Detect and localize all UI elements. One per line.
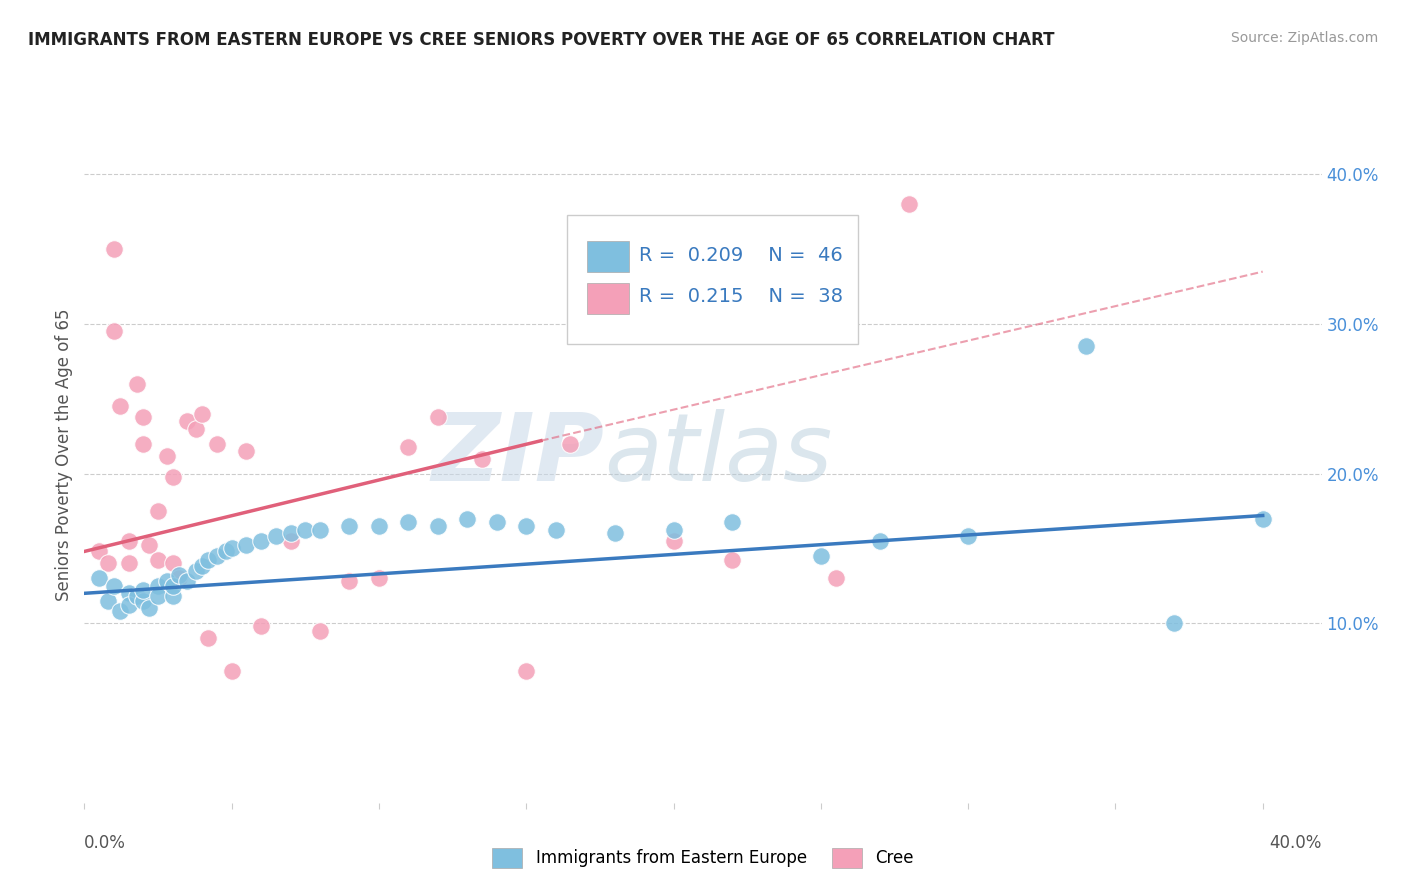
Point <box>280 526 302 541</box>
Point <box>426 519 449 533</box>
Point <box>146 590 169 604</box>
Point <box>721 553 744 567</box>
Point <box>280 533 302 548</box>
Point <box>235 444 257 458</box>
Point <box>176 414 198 428</box>
Point <box>250 619 273 633</box>
Point <box>1074 339 1097 353</box>
Legend: Immigrants from Eastern Europe, Cree: Immigrants from Eastern Europe, Cree <box>485 841 921 875</box>
Point <box>108 604 131 618</box>
Text: 40.0%: 40.0% <box>1270 834 1322 852</box>
Point <box>471 451 494 466</box>
Point <box>176 574 198 589</box>
Point <box>167 571 190 585</box>
Point <box>426 409 449 424</box>
Point <box>309 624 332 638</box>
Point <box>132 409 155 424</box>
Point <box>221 664 243 678</box>
Point <box>156 574 179 589</box>
Point <box>294 524 316 538</box>
Point <box>368 519 391 533</box>
Point <box>662 524 685 538</box>
Point <box>515 664 537 678</box>
Point <box>1251 511 1274 525</box>
Point <box>603 526 626 541</box>
Point <box>117 557 139 571</box>
Point <box>132 594 155 608</box>
Point <box>186 564 208 578</box>
Point <box>167 568 190 582</box>
Point <box>103 579 125 593</box>
Point <box>197 553 219 567</box>
Point <box>117 586 139 600</box>
Point <box>162 469 184 483</box>
Point <box>898 197 921 211</box>
Point <box>205 436 228 450</box>
Point <box>721 515 744 529</box>
Text: IMMIGRANTS FROM EASTERN EUROPE VS CREE SENIORS POVERTY OVER THE AGE OF 65 CORREL: IMMIGRANTS FROM EASTERN EUROPE VS CREE S… <box>28 31 1054 49</box>
Point <box>138 601 160 615</box>
Text: 0.0%: 0.0% <box>84 834 127 852</box>
Point <box>339 519 361 533</box>
Point <box>117 599 139 613</box>
Point <box>456 511 478 525</box>
Point <box>368 571 391 585</box>
Point <box>396 440 419 454</box>
Point <box>957 529 980 543</box>
Point <box>250 533 273 548</box>
Point <box>221 541 243 556</box>
FancyBboxPatch shape <box>586 283 628 314</box>
Point <box>197 631 219 645</box>
Text: Source: ZipAtlas.com: Source: ZipAtlas.com <box>1230 31 1378 45</box>
Point <box>127 590 149 604</box>
Point <box>485 515 508 529</box>
Point <box>186 422 208 436</box>
Point <box>662 533 685 548</box>
Point <box>146 504 169 518</box>
Point <box>97 557 120 571</box>
Point <box>162 579 184 593</box>
Point <box>132 583 155 598</box>
Point <box>103 242 125 256</box>
Point <box>162 590 184 604</box>
Point <box>138 538 160 552</box>
Point <box>215 544 238 558</box>
Text: ZIP: ZIP <box>432 409 605 501</box>
Point <box>824 571 846 585</box>
Point <box>560 436 582 450</box>
Point <box>205 549 228 563</box>
Point <box>309 524 332 538</box>
Point <box>108 399 131 413</box>
Point <box>162 557 184 571</box>
Point <box>127 376 149 391</box>
Point <box>97 594 120 608</box>
Y-axis label: Seniors Poverty Over the Age of 65: Seniors Poverty Over the Age of 65 <box>55 309 73 601</box>
Text: R =  0.209    N =  46: R = 0.209 N = 46 <box>638 245 842 265</box>
Point <box>87 571 110 585</box>
FancyBboxPatch shape <box>567 215 858 343</box>
Point <box>156 449 179 463</box>
Text: atlas: atlas <box>605 409 832 500</box>
Point <box>103 325 125 339</box>
Point <box>515 519 537 533</box>
Point <box>544 524 567 538</box>
Point <box>87 544 110 558</box>
Text: R =  0.215    N =  38: R = 0.215 N = 38 <box>638 287 842 307</box>
Point <box>132 436 155 450</box>
Point <box>191 559 214 574</box>
Point <box>146 553 169 567</box>
Point <box>146 579 169 593</box>
Point <box>235 538 257 552</box>
Point <box>1163 616 1185 631</box>
Point <box>396 515 419 529</box>
Point <box>191 407 214 421</box>
Point <box>117 533 139 548</box>
Point <box>810 549 832 563</box>
Point <box>339 574 361 589</box>
Point <box>869 533 891 548</box>
Point <box>264 529 287 543</box>
FancyBboxPatch shape <box>586 242 628 272</box>
